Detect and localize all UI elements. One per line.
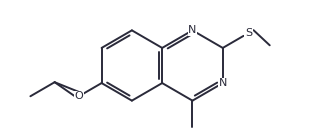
Text: S: S: [245, 28, 252, 38]
Text: N: N: [188, 25, 197, 35]
Text: N: N: [218, 78, 227, 88]
Text: O: O: [74, 91, 83, 101]
